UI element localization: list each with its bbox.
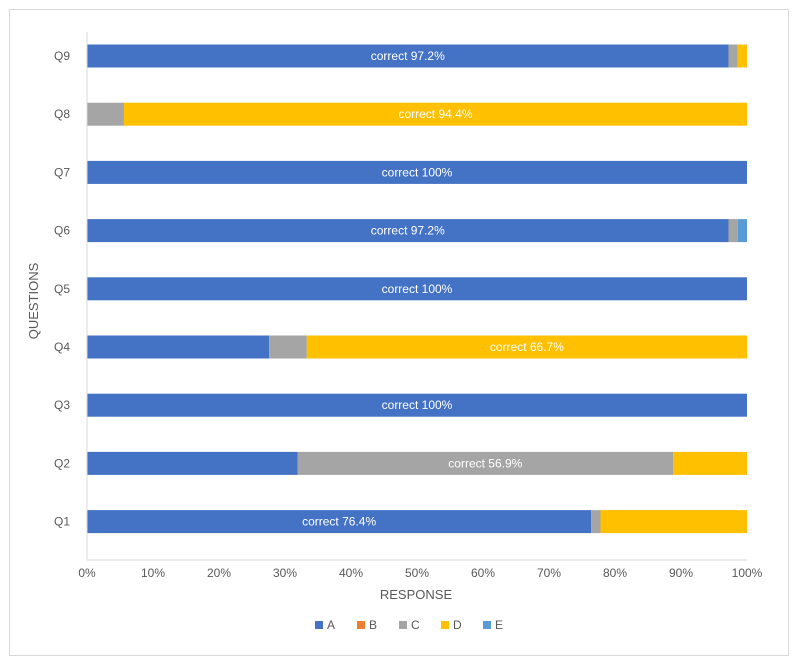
y-tick-label-q3: Q3 xyxy=(54,398,70,412)
legend-swatch-b xyxy=(357,621,365,629)
bar-q8-c xyxy=(87,102,124,126)
y-tick-label-q9: Q9 xyxy=(54,49,70,63)
bar-q4-a xyxy=(87,335,270,359)
legend-label-c: C xyxy=(411,618,420,632)
legend-label-a: A xyxy=(327,618,335,632)
x-tick-label: 90% xyxy=(669,566,693,580)
bar-q4-d xyxy=(306,335,747,359)
bar-q9-d xyxy=(737,44,747,68)
chart-frame: correct 97.2% correct 94.4% correct 100% co… xyxy=(9,9,789,656)
x-axis-title: RESPONSE xyxy=(380,587,453,602)
y-tick-label-q7: Q7 xyxy=(54,165,70,179)
x-tick-label: 10% xyxy=(141,566,165,580)
y-tick-label-q4: Q4 xyxy=(54,340,70,354)
x-tick-label: 30% xyxy=(273,566,297,580)
data-label-q5: correct 100% xyxy=(382,282,453,296)
data-label-q3: correct 100% xyxy=(382,398,453,412)
data-label-q7: correct 100% xyxy=(382,165,453,179)
bar-q1-a xyxy=(87,510,592,534)
legend-swatch-d xyxy=(441,621,449,629)
data-label-q4: correct 66.7% xyxy=(490,340,564,354)
x-tick-label: 0% xyxy=(78,566,96,580)
bar-q7-a xyxy=(87,160,747,184)
bars-layer xyxy=(87,44,747,534)
data-label-q6: correct 97.2% xyxy=(371,224,445,238)
bar-q2-d xyxy=(673,451,747,475)
bar-q1-d xyxy=(600,510,747,534)
axis-layer: Q9 Q8 Q7 Q6 Q5 Q4 Q3 Q2 Q1 0% 10% 20% 30% 40% 50% 60% 70… xyxy=(54,32,763,580)
legend-swatch-a xyxy=(315,621,323,629)
legend-label-b: B xyxy=(369,618,377,632)
data-label-q1: correct 76.4% xyxy=(302,515,376,529)
bar-q6-a xyxy=(87,219,729,243)
bar-q9-a xyxy=(87,44,729,68)
legend: A B C D E xyxy=(315,618,503,632)
legend-label-e: E xyxy=(495,618,503,632)
data-label-q2: correct 56.9% xyxy=(448,456,522,470)
x-tick-label: 70% xyxy=(537,566,561,580)
stacked-bar-chart: correct 97.2% correct 94.4% correct 100% co… xyxy=(26,32,763,632)
data-label-q9: correct 97.2% xyxy=(371,49,445,63)
x-tick-label: 80% xyxy=(603,566,627,580)
bar-q4-c xyxy=(269,335,307,359)
y-tick-label-q1: Q1 xyxy=(54,515,70,529)
bar-q5-a xyxy=(87,277,747,301)
x-tick-label: 50% xyxy=(405,566,429,580)
y-axis-title: QUESTIONS xyxy=(26,262,41,339)
legend-swatch-e xyxy=(483,621,491,629)
y-tick-label-q6: Q6 xyxy=(54,224,70,238)
x-tick-label: 100% xyxy=(732,566,763,580)
bar-q6-c xyxy=(728,219,738,243)
y-tick-label-q5: Q5 xyxy=(54,282,70,296)
bar-q2-c xyxy=(297,451,674,475)
data-label-q8: correct 94.4% xyxy=(398,107,472,121)
bar-q6-e xyxy=(737,219,747,243)
bar-q9-c xyxy=(728,44,738,68)
x-tick-label: 60% xyxy=(471,566,495,580)
x-tick-label: 20% xyxy=(207,566,231,580)
legend-swatch-c xyxy=(399,621,407,629)
data-labels-layer: correct 97.2% correct 94.4% correct 100% co… xyxy=(302,49,564,529)
legend-label-d: D xyxy=(453,618,462,632)
bar-q1-c xyxy=(591,510,601,534)
bar-q8-d xyxy=(123,102,747,126)
x-tick-label: 40% xyxy=(339,566,363,580)
y-tick-label-q8: Q8 xyxy=(54,107,70,121)
bar-q2-a xyxy=(87,451,298,475)
bar-q3-a xyxy=(87,393,747,417)
y-tick-label-q2: Q2 xyxy=(54,456,70,470)
